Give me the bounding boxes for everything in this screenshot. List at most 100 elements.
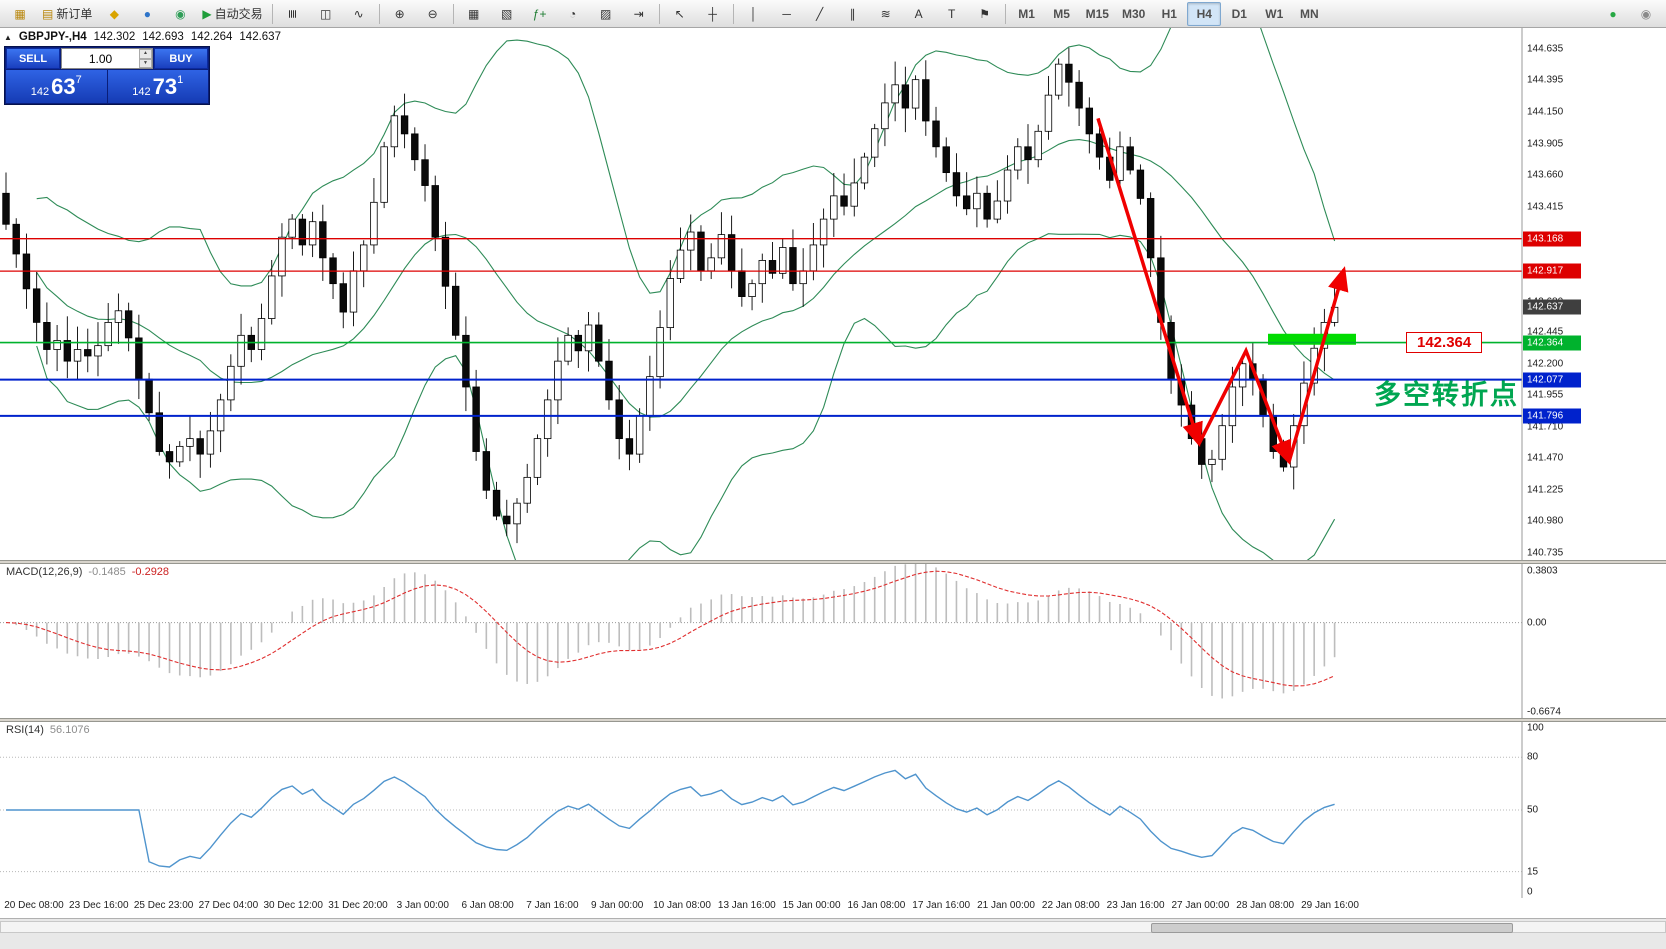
ohlc-high: 142.693 bbox=[142, 31, 184, 43]
price-callout-label[interactable]: 142.364 bbox=[1406, 331, 1483, 353]
volume-decrease-button[interactable]: ▼ bbox=[139, 58, 152, 68]
arrange-windows-button[interactable]: ▧ bbox=[491, 2, 523, 26]
price-axis-tick: 142.200 bbox=[1527, 358, 1564, 370]
timeframe-d1-button[interactable]: D1 bbox=[1222, 2, 1256, 26]
connection-status-icon[interactable]: ● bbox=[1597, 2, 1629, 26]
macd-axis-tick: 0.00 bbox=[1527, 617, 1547, 629]
horizontal-line-tool-button[interactable]: ─ bbox=[771, 2, 803, 26]
time-axis-label: 25 Dec 23:00 bbox=[133, 900, 194, 911]
trend-arrows[interactable] bbox=[1096, 117, 1349, 466]
volume-increase-button[interactable]: ▲ bbox=[139, 49, 152, 59]
pane-divider[interactable] bbox=[0, 718, 1666, 722]
templates-button[interactable]: ▨ bbox=[590, 2, 622, 26]
community-icon-glyph: ◉ bbox=[175, 6, 186, 21]
timeframe-h1-button[interactable]: H1 bbox=[1152, 2, 1186, 26]
horizontal-scrollbar[interactable] bbox=[0, 921, 1666, 933]
macd-signal-line bbox=[5, 570, 1335, 687]
launcher-icon-button[interactable]: ◆ bbox=[98, 2, 130, 26]
line-chart-mode-button[interactable]: ∿ bbox=[343, 2, 375, 26]
timeframe-m1-button[interactable]: M1 bbox=[1010, 2, 1044, 26]
time-axis-label: 16 Jan 08:00 bbox=[847, 900, 906, 911]
time-axis-label: 27 Jan 00:00 bbox=[1171, 900, 1230, 911]
crosshair-tool-button[interactable]: ┼ bbox=[697, 2, 729, 26]
community-icon-button[interactable]: ◉ bbox=[164, 2, 196, 26]
text-tool-button[interactable]: A bbox=[903, 2, 935, 26]
volume-value[interactable]: 1.00 bbox=[88, 51, 113, 66]
macd-pane-canvas[interactable] bbox=[0, 564, 1666, 718]
price-axis-tick: 141.225 bbox=[1527, 484, 1564, 496]
timeframe-mn-button[interactable]: MN bbox=[1292, 2, 1326, 26]
zoom-out-button[interactable]: ⊖ bbox=[417, 2, 449, 26]
fibonacci-tool-button[interactable]: ≋ bbox=[870, 2, 902, 26]
new-order-button[interactable]: ▤ 新订单 bbox=[37, 2, 97, 26]
tile-windows-button[interactable]: ▦ bbox=[458, 2, 490, 26]
trendline-tool-button[interactable]: ╱ bbox=[804, 2, 836, 26]
bottom-strip bbox=[0, 918, 1666, 949]
chinese-annotation-text: 多空转折点 bbox=[1374, 379, 1519, 410]
connection-status-icon-glyph: ● bbox=[1609, 6, 1617, 21]
channel-tool-button[interactable]: ∥ bbox=[837, 2, 869, 26]
candlestick-mode-button[interactable]: ◫ bbox=[310, 2, 342, 26]
time-axis-label: 28 Jan 08:00 bbox=[1236, 900, 1295, 911]
macd-axis-tick: 0.3803 bbox=[1527, 565, 1558, 577]
timeframe-h4-button[interactable]: H4 bbox=[1187, 1, 1222, 26]
chart-window[interactable]: ▲ GBPJPY-,H4 142.302 142.693 142.264 142… bbox=[0, 28, 1666, 949]
highlight-zone[interactable] bbox=[1268, 333, 1356, 345]
chart-shift-button[interactable]: ⇥ bbox=[623, 2, 655, 26]
terminal-icon[interactable]: ▦ bbox=[4, 2, 36, 26]
zoom-in-button[interactable]: ⊕ bbox=[384, 2, 416, 26]
help-icon-button[interactable]: ◉ bbox=[1630, 2, 1662, 26]
autotrading-glyph: ▶ bbox=[202, 6, 212, 21]
sell-price-display[interactable]: 142 63 7 bbox=[6, 70, 107, 103]
timeframe-m30-button[interactable]: M30 bbox=[1116, 2, 1151, 26]
horizontal-scrollbar-thumb[interactable] bbox=[1151, 923, 1513, 933]
horizontal-line-tool-glyph: ─ bbox=[782, 6, 791, 21]
bar-chart-mode-button[interactable]: ≣ bbox=[277, 2, 309, 26]
time-axis-label: 23 Jan 16:00 bbox=[1106, 900, 1165, 911]
timeframe-m15-button-label: M15 bbox=[1085, 6, 1109, 21]
zoom-in-glyph: ⊕ bbox=[394, 6, 405, 21]
timeframe-m5-button[interactable]: M5 bbox=[1045, 2, 1079, 26]
shapes-tool-button[interactable]: ⚑ bbox=[969, 2, 1001, 26]
candlestick-mode-glyph: ◫ bbox=[319, 6, 332, 21]
volume-input[interactable]: 1.00 ▲ ▼ bbox=[61, 48, 153, 69]
rsi-line bbox=[6, 769, 1335, 868]
buy-button[interactable]: BUY bbox=[154, 48, 208, 69]
help-icon-glyph: ◉ bbox=[1640, 6, 1652, 21]
line-chart-mode-glyph: ∿ bbox=[353, 6, 364, 21]
pane-divider[interactable] bbox=[0, 560, 1666, 564]
time-axis-label: 21 Jan 00:00 bbox=[977, 900, 1035, 911]
horizontal-lines[interactable] bbox=[0, 238, 1522, 417]
price-axis-tick: 142.445 bbox=[1527, 326, 1564, 338]
time-axis-label: 7 Jan 16:00 bbox=[526, 900, 579, 911]
timeframe-m15-button[interactable]: M15 bbox=[1080, 2, 1115, 26]
rsi-axis-tick: 0 bbox=[1527, 886, 1533, 898]
buy-price-display[interactable]: 142 73 1 bbox=[107, 70, 208, 103]
timeframe-w1-button[interactable]: W1 bbox=[1257, 2, 1291, 26]
trade-panel-collapse-icon[interactable]: ▲ bbox=[4, 32, 12, 42]
price-line-badge: 142.917 bbox=[1523, 263, 1581, 279]
timeframe-h4-button-label: H4 bbox=[1196, 6, 1212, 21]
bar-chart-mode-glyph: ≣ bbox=[285, 8, 300, 19]
trendline-tool-glyph: ╱ bbox=[815, 6, 824, 21]
market-icon-button[interactable]: ● bbox=[131, 2, 163, 26]
terminal-icon-glyph: ▦ bbox=[14, 6, 26, 21]
toolbar-separator bbox=[658, 3, 660, 24]
shapes-tool-glyph: ⚑ bbox=[979, 6, 990, 21]
price-axis-tick: 141.955 bbox=[1527, 389, 1564, 401]
rsi-axis-tick: 80 bbox=[1527, 751, 1539, 763]
label-tool-button[interactable]: T bbox=[936, 2, 968, 26]
sell-button[interactable]: SELL bbox=[6, 48, 60, 69]
vertical-line-tool-button[interactable]: │ bbox=[738, 2, 770, 26]
time-axis-label: 31 Dec 20:00 bbox=[328, 900, 388, 911]
rsi-pane-canvas[interactable] bbox=[0, 722, 1666, 898]
current-price-badge: 142.637 bbox=[1523, 299, 1581, 315]
new-order-button-label: 新订单 bbox=[56, 7, 93, 21]
cursor-tool-button[interactable]: ↖ bbox=[664, 2, 696, 26]
main-chart-canvas[interactable] bbox=[0, 28, 1666, 560]
autotrading-button-label: 自动交易 bbox=[214, 7, 263, 21]
crosshair-tool-glyph: ┼ bbox=[708, 6, 717, 21]
add-indicator-button[interactable]: ƒ+ bbox=[524, 2, 556, 26]
autotrading-button[interactable]: ▶ 自动交易 bbox=[197, 2, 267, 26]
periods-button[interactable]: ◔ bbox=[557, 2, 589, 26]
